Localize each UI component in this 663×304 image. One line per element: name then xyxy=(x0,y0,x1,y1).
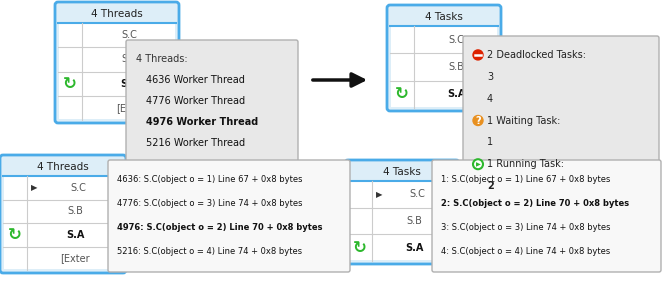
Text: ▶: ▶ xyxy=(376,190,383,199)
Text: 1: 1 xyxy=(487,137,493,147)
Circle shape xyxy=(473,116,483,126)
Text: ↻: ↻ xyxy=(63,74,77,93)
Text: 4 Threads:: 4 Threads: xyxy=(136,54,188,64)
Text: S.B: S.B xyxy=(121,54,137,64)
Text: ▶: ▶ xyxy=(475,162,481,167)
Text: 1: S.C(object o = 1) Line 67 + 0x8 bytes: 1: S.C(object o = 1) Line 67 + 0x8 bytes xyxy=(441,175,611,185)
FancyBboxPatch shape xyxy=(349,181,455,260)
Text: [Exter: [Exter xyxy=(60,253,90,263)
Text: S.A: S.A xyxy=(447,89,465,99)
Text: S.B: S.B xyxy=(406,216,422,226)
Text: 1 Running Task:: 1 Running Task: xyxy=(487,159,564,169)
FancyBboxPatch shape xyxy=(4,176,122,269)
Text: ↻: ↻ xyxy=(8,226,22,244)
FancyBboxPatch shape xyxy=(345,160,459,264)
Text: S.C: S.C xyxy=(70,183,86,193)
Text: S.B: S.B xyxy=(67,206,83,216)
Text: [Exte: [Exte xyxy=(116,103,142,113)
Text: 5216: S.C(object o = 4) Line 74 + 0x8 bytes: 5216: S.C(object o = 4) Line 74 + 0x8 by… xyxy=(117,247,302,257)
Text: ↻: ↻ xyxy=(395,85,409,103)
Text: 5216 Worker Thread: 5216 Worker Thread xyxy=(146,138,245,148)
Text: 3: 3 xyxy=(487,72,493,82)
Text: 2 Deadlocked Tasks:: 2 Deadlocked Tasks: xyxy=(487,50,586,60)
Text: 4776: S.C(object o = 3) Line 74 + 0x8 bytes: 4776: S.C(object o = 3) Line 74 + 0x8 by… xyxy=(117,199,302,209)
Text: S.C: S.C xyxy=(448,35,464,45)
FancyBboxPatch shape xyxy=(59,23,175,119)
Text: 4 Threads: 4 Threads xyxy=(91,9,143,19)
Text: 4: S.C(object o = 4) Line 74 + 0x8 bytes: 4: S.C(object o = 4) Line 74 + 0x8 bytes xyxy=(441,247,610,257)
Text: ?: ? xyxy=(475,116,481,126)
Text: S.A: S.A xyxy=(120,79,138,89)
Text: 2: S.C(object o = 2) Line 70 + 0x8 bytes: 2: S.C(object o = 2) Line 70 + 0x8 bytes xyxy=(441,199,629,209)
Text: 4776 Worker Thread: 4776 Worker Thread xyxy=(146,96,245,106)
Text: 4 Threads: 4 Threads xyxy=(37,162,89,172)
Text: 3: S.C(object o = 3) Line 74 + 0x8 bytes: 3: S.C(object o = 3) Line 74 + 0x8 bytes xyxy=(441,223,611,233)
Text: S.C: S.C xyxy=(121,30,137,40)
Text: 4 Tasks: 4 Tasks xyxy=(383,167,421,177)
FancyBboxPatch shape xyxy=(55,2,179,123)
Text: 4636: S.C(object o = 1) Line 67 + 0x8 bytes: 4636: S.C(object o = 1) Line 67 + 0x8 by… xyxy=(117,175,302,185)
Text: S.C: S.C xyxy=(409,189,425,199)
Text: 1 Waiting Task:: 1 Waiting Task: xyxy=(487,116,560,126)
Text: ▶: ▶ xyxy=(31,183,38,192)
Text: S.A: S.A xyxy=(405,243,423,253)
FancyBboxPatch shape xyxy=(126,40,298,162)
Text: 4976: S.C(object o = 2) Line 70 + 0x8 bytes: 4976: S.C(object o = 2) Line 70 + 0x8 by… xyxy=(117,223,322,233)
Text: S.A: S.A xyxy=(66,230,84,240)
Text: ↻: ↻ xyxy=(353,239,367,257)
FancyBboxPatch shape xyxy=(432,160,661,272)
Text: 4: 4 xyxy=(487,94,493,104)
Text: S.B: S.B xyxy=(448,62,464,72)
Text: 4976 Worker Thread: 4976 Worker Thread xyxy=(146,117,259,127)
Text: 4 Tasks: 4 Tasks xyxy=(425,12,463,22)
FancyBboxPatch shape xyxy=(463,36,659,205)
FancyBboxPatch shape xyxy=(387,5,501,111)
FancyBboxPatch shape xyxy=(391,26,497,107)
Text: 4636 Worker Thread: 4636 Worker Thread xyxy=(146,75,245,85)
Text: 2: 2 xyxy=(487,181,494,191)
Circle shape xyxy=(473,159,483,169)
FancyBboxPatch shape xyxy=(0,155,126,273)
FancyBboxPatch shape xyxy=(108,160,350,272)
Circle shape xyxy=(473,50,483,60)
